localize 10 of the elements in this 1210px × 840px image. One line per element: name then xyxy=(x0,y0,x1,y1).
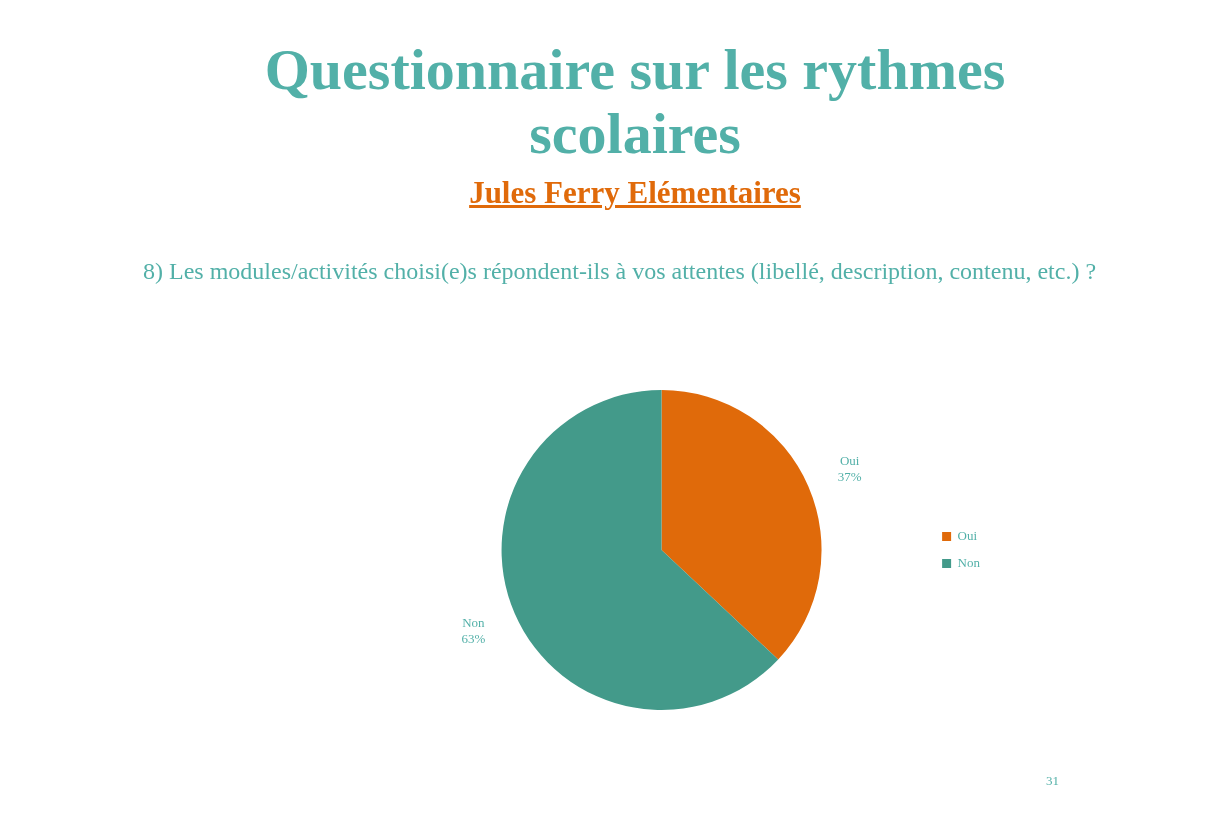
chart-title: Questionnaire sur les rythmes scolaires xyxy=(263,37,1007,166)
text: 8) Les modules/activités choisi(e)s répondent-ils à vos attentes (libellé, description, contenu, etc.) ? xyxy=(143,257,1098,286)
legend-label: Oui xyxy=(957,527,978,543)
slice-label: Oui xyxy=(839,452,860,468)
legend-label: Non xyxy=(957,554,981,570)
text: 31 xyxy=(1046,773,1059,789)
chart-subtitle: Jules Ferry Elémentaires xyxy=(468,175,802,211)
data-label: 63% xyxy=(461,631,486,647)
data-label: 37% xyxy=(837,468,862,484)
slice-label: Non xyxy=(462,615,486,631)
